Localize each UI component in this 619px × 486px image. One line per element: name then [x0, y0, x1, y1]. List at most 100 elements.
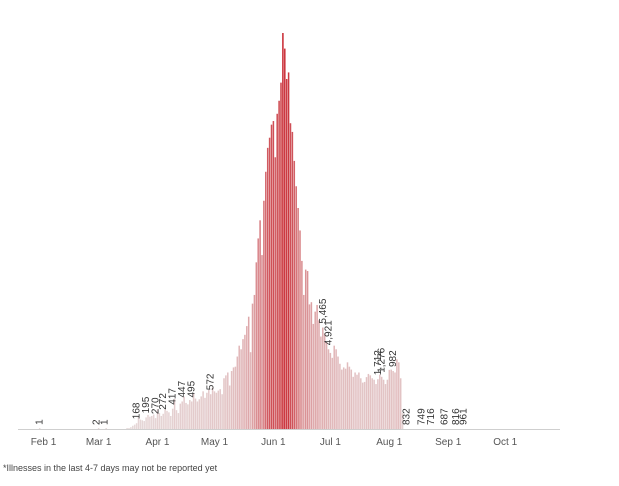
bar	[246, 326, 248, 429]
bar	[179, 403, 182, 429]
bar	[280, 82, 282, 429]
bar	[297, 207, 299, 429]
bar	[287, 72, 290, 430]
bar	[373, 379, 375, 429]
bar	[369, 375, 372, 429]
bar	[206, 392, 208, 429]
data-label: 5,465	[318, 298, 329, 323]
bar	[234, 366, 237, 429]
bar	[132, 425, 134, 429]
bar	[257, 238, 259, 429]
bar	[274, 157, 277, 429]
bar	[190, 401, 193, 429]
bar	[318, 320, 320, 429]
bar	[270, 124, 273, 429]
bar	[337, 356, 339, 429]
bar	[173, 398, 176, 429]
bar	[189, 400, 191, 429]
bar	[265, 171, 267, 429]
data-label: 816	[451, 408, 462, 425]
bar	[398, 362, 400, 429]
bar	[162, 413, 164, 429]
bar	[304, 269, 307, 429]
bar	[333, 345, 335, 429]
data-label: 1	[35, 419, 46, 425]
bar	[242, 339, 244, 429]
bar	[38, 428, 41, 429]
bar	[322, 327, 324, 429]
bar	[194, 398, 197, 429]
bar	[217, 390, 220, 429]
bar	[388, 369, 391, 429]
bar	[344, 368, 347, 429]
bar	[361, 382, 364, 429]
bar	[251, 303, 254, 429]
bar	[170, 415, 172, 429]
bar	[238, 345, 240, 429]
data-label: 961	[458, 408, 469, 425]
bar	[227, 372, 229, 429]
bar	[202, 391, 204, 429]
data-label: 716	[426, 408, 437, 425]
bar	[149, 416, 151, 429]
bar	[329, 352, 332, 429]
bar	[325, 342, 328, 429]
bar	[308, 304, 311, 429]
bar	[303, 294, 305, 429]
x-axis-ticks: Feb 1 Mar 1 Apr 1 May 1 Jun 1 Jul 1 Aug 1 Sep 1…	[31, 437, 518, 448]
bar	[354, 372, 356, 429]
bar	[272, 121, 275, 429]
bar	[350, 369, 353, 429]
data-label: 1,712	[373, 350, 384, 375]
bar	[139, 419, 142, 429]
bar	[230, 371, 233, 429]
bar	[175, 410, 178, 429]
bar	[379, 374, 381, 429]
bar	[358, 372, 360, 429]
bar	[156, 409, 159, 429]
bar	[282, 33, 284, 429]
data-label: 982	[388, 350, 399, 367]
bar	[266, 147, 269, 429]
bar	[247, 316, 250, 429]
bar	[141, 420, 144, 429]
bar	[396, 359, 398, 429]
bar	[171, 408, 174, 429]
bar	[363, 381, 366, 429]
bar	[187, 404, 189, 429]
bar	[371, 378, 373, 429]
bar	[145, 417, 147, 429]
bar	[386, 379, 389, 429]
data-label: 168	[132, 402, 143, 419]
bar	[259, 220, 261, 429]
bar	[97, 428, 100, 429]
bar	[168, 412, 170, 429]
bar	[196, 401, 199, 429]
bar	[151, 415, 153, 429]
bar	[133, 424, 136, 429]
x-tick-label: Mar 1	[86, 437, 112, 448]
bar	[323, 333, 326, 429]
data-label: 270	[151, 397, 162, 414]
bar	[130, 427, 132, 429]
bar	[147, 414, 149, 429]
bar	[181, 401, 183, 429]
bar	[253, 294, 256, 429]
x-tick-label: Feb 1	[31, 437, 57, 448]
bar	[204, 397, 206, 429]
bar	[268, 137, 271, 429]
bars-group	[38, 33, 404, 430]
bar	[293, 160, 296, 429]
bar	[342, 367, 345, 429]
bar	[213, 391, 216, 429]
chart-canvas: Feb 1 Mar 1 Apr 1 May 1 Jun 1 Jul 1 Aug 1 Sep 1…	[18, 33, 560, 448]
data-label: 1,276	[377, 347, 388, 372]
bar	[215, 392, 218, 429]
footnote: *Illnesses in the last 4-7 days may not …	[3, 463, 218, 473]
x-tick-label: Apr 1	[146, 437, 170, 448]
bar	[177, 413, 180, 429]
bar	[105, 428, 107, 429]
bar	[221, 394, 223, 429]
bar	[166, 410, 168, 429]
data-label: 749	[417, 408, 428, 425]
